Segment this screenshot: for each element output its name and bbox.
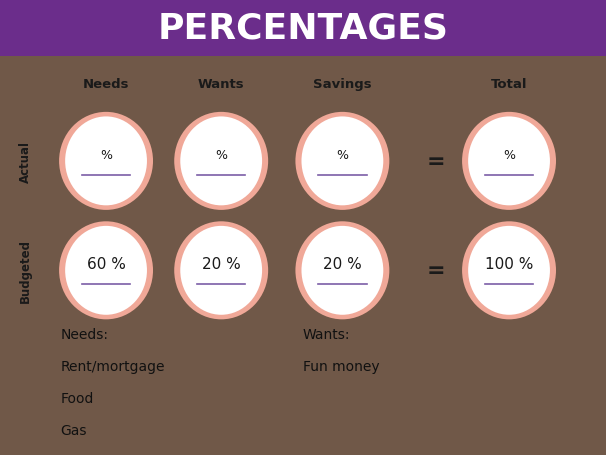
Text: %: % <box>336 148 348 161</box>
Ellipse shape <box>65 226 147 315</box>
Text: %: % <box>100 148 112 161</box>
Text: 100 %: 100 % <box>485 257 533 271</box>
Ellipse shape <box>296 113 389 211</box>
Text: Gas: Gas <box>61 423 87 437</box>
Ellipse shape <box>175 113 268 211</box>
Ellipse shape <box>65 117 147 206</box>
Text: %: % <box>215 148 227 161</box>
Ellipse shape <box>175 222 268 319</box>
Ellipse shape <box>468 226 550 315</box>
Text: Actual: Actual <box>19 141 32 182</box>
Text: Food: Food <box>61 391 94 405</box>
Text: Wants:: Wants: <box>303 328 350 341</box>
Text: Total: Total <box>491 78 527 91</box>
Text: PERCENTAGES: PERCENTAGES <box>158 11 448 46</box>
Ellipse shape <box>59 113 153 211</box>
Text: Needs:: Needs: <box>61 328 108 341</box>
Text: Wants: Wants <box>198 78 244 91</box>
Ellipse shape <box>59 222 153 319</box>
Text: 60 %: 60 % <box>87 257 125 271</box>
Text: =: = <box>427 152 445 172</box>
Text: Savings: Savings <box>313 78 371 91</box>
Text: 20 %: 20 % <box>202 257 241 271</box>
Text: Rent/mortgage: Rent/mortgage <box>61 359 165 373</box>
Ellipse shape <box>181 226 262 315</box>
Ellipse shape <box>302 117 383 206</box>
Ellipse shape <box>462 222 556 319</box>
Text: Budgeted: Budgeted <box>19 239 32 303</box>
Ellipse shape <box>296 222 389 319</box>
Text: %: % <box>503 148 515 161</box>
Text: =: = <box>427 261 445 281</box>
Ellipse shape <box>181 117 262 206</box>
Ellipse shape <box>462 113 556 211</box>
Text: Needs: Needs <box>83 78 129 91</box>
Text: Fun money: Fun money <box>303 359 379 373</box>
Ellipse shape <box>302 226 383 315</box>
Ellipse shape <box>468 117 550 206</box>
Bar <box>0 0 606 57</box>
Text: 20 %: 20 % <box>323 257 362 271</box>
